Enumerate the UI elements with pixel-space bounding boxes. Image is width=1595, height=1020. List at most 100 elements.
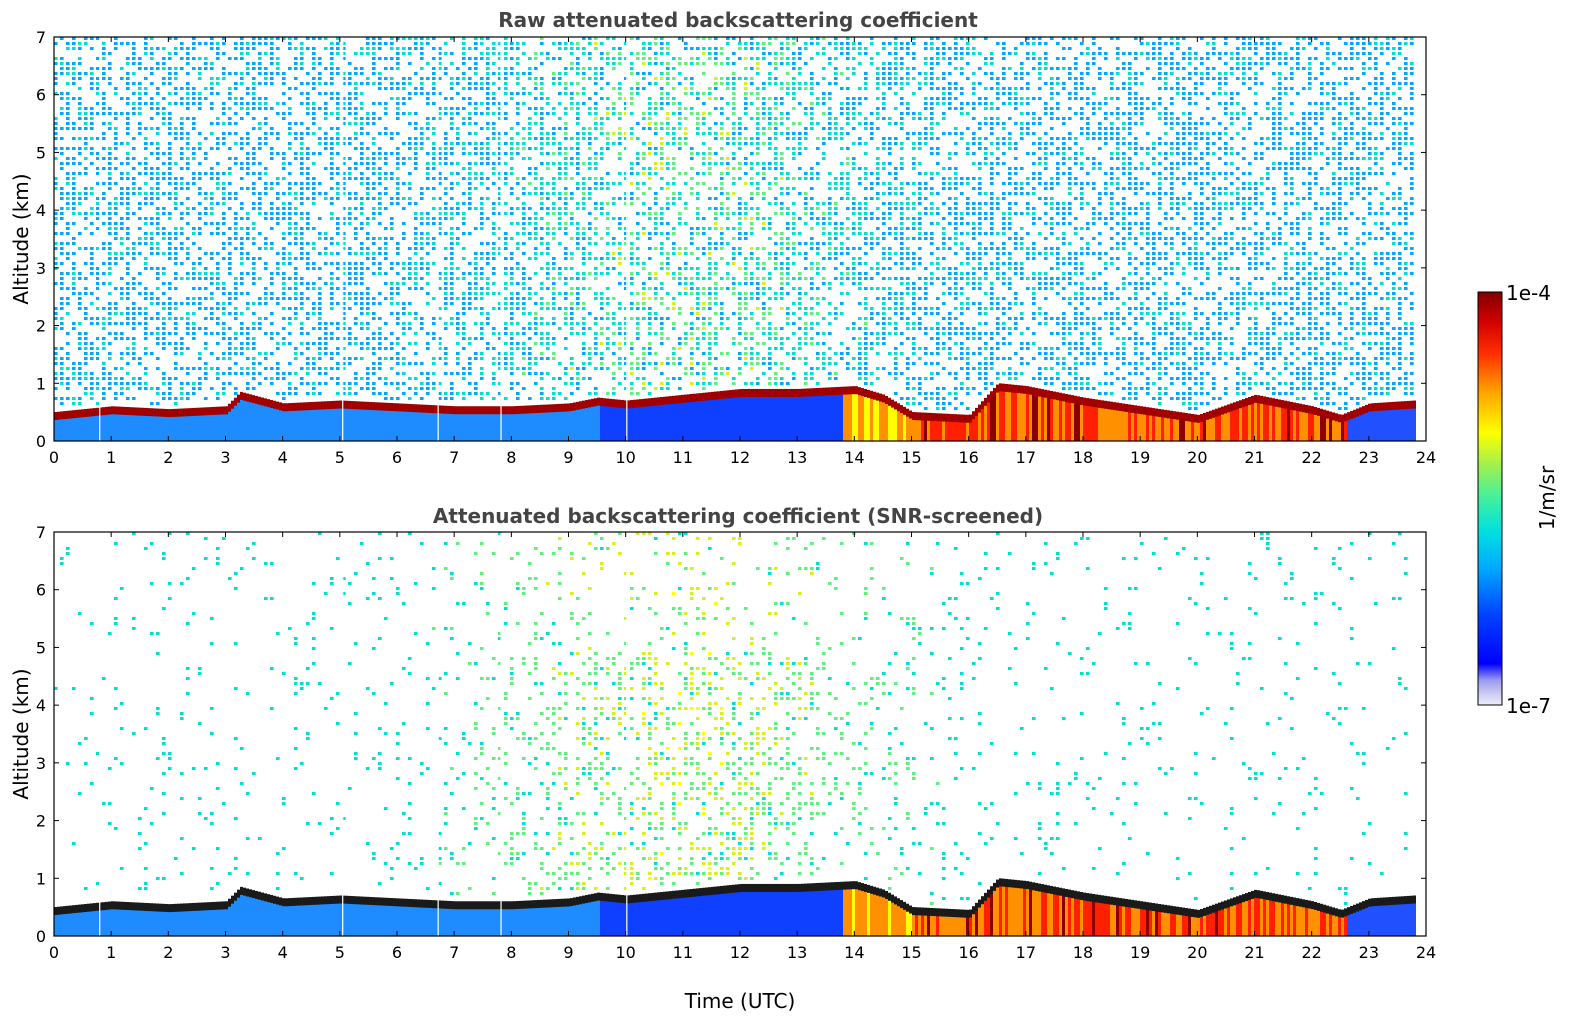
backscatter-speckle	[486, 67, 490, 70]
backscatter-speckle	[180, 342, 184, 345]
backscatter-speckle	[534, 247, 538, 250]
backscatter-speckle	[174, 252, 178, 255]
backscatter-speckle	[66, 42, 70, 45]
backscatter-speckle	[450, 392, 454, 395]
backscatter-speckle	[318, 287, 322, 290]
backscatter-speckle	[582, 307, 586, 310]
backscatter-speckle	[294, 267, 298, 270]
backscatter-speckle	[420, 232, 424, 235]
backscatter-speckle	[192, 157, 196, 160]
backscatter-speckle	[678, 192, 682, 195]
backscatter-speckle	[312, 82, 316, 85]
backscatter-speckle	[78, 147, 82, 150]
backscatter-speckle	[480, 377, 484, 380]
backscatter-speckle	[714, 207, 718, 210]
backscatter-speckle	[672, 347, 676, 350]
backscatter-speckle	[468, 187, 472, 190]
backscatter-speckle	[666, 337, 670, 340]
backscatter-speckle	[396, 382, 400, 385]
backscatter-speckle	[192, 87, 196, 90]
backscatter-speckle	[582, 342, 586, 345]
backscatter-speckle	[564, 202, 568, 205]
backscatter-speckle	[630, 347, 634, 350]
backscatter-speckle	[468, 372, 472, 375]
backscatter-speckle	[318, 107, 322, 110]
backscatter-speckle	[534, 382, 538, 385]
backscatter-speckle	[774, 252, 778, 255]
backscatter-speckle	[210, 272, 214, 275]
backscatter-speckle	[348, 297, 352, 300]
backscatter-speckle	[762, 102, 766, 105]
backscatter-speckle	[588, 212, 592, 215]
backscatter-speckle	[636, 187, 640, 190]
backscatter-speckle	[120, 292, 124, 295]
backscatter-speckle	[90, 72, 94, 75]
backscatter-speckle	[108, 182, 112, 185]
backscatter-speckle	[96, 322, 100, 325]
backscatter-speckle	[408, 312, 412, 315]
backscatter-speckle	[576, 82, 580, 85]
backscatter-speckle	[234, 97, 238, 100]
backscatter-speckle	[738, 367, 742, 370]
backscatter-speckle	[744, 282, 748, 285]
backscatter-speckle	[756, 257, 760, 260]
backscatter-speckle	[96, 347, 100, 350]
backscatter-speckle	[714, 272, 718, 275]
backscatter-speckle	[186, 382, 190, 385]
backscatter-speckle	[360, 267, 364, 270]
backscatter-speckle	[342, 72, 346, 75]
backscatter-speckle	[582, 132, 586, 135]
backscatter-speckle	[258, 97, 262, 100]
backscatter-speckle	[246, 167, 250, 170]
backscatter-speckle	[396, 67, 400, 70]
backscatter-speckle	[210, 197, 214, 200]
backscatter-speckle	[768, 257, 772, 260]
backscatter-speckle	[498, 237, 502, 240]
backscatter-speckle	[84, 192, 88, 195]
backscatter-speckle	[534, 332, 538, 335]
backscatter-speckle	[66, 342, 70, 345]
backscatter-speckle	[636, 327, 640, 330]
backscatter-speckle	[198, 77, 202, 80]
backscatter-speckle	[402, 282, 406, 285]
backscatter-speckle	[300, 67, 304, 70]
backscatter-speckle	[696, 227, 700, 230]
backscatter-speckle	[444, 347, 448, 350]
backscatter-speckle	[408, 362, 412, 365]
backscatter-speckle	[132, 302, 136, 305]
backscatter-speckle	[522, 297, 526, 300]
backscatter-speckle	[378, 357, 382, 360]
backscatter-speckle	[582, 317, 586, 320]
backscatter-speckle	[744, 277, 748, 280]
backscatter-speckle	[450, 267, 454, 270]
backscatter-speckle	[396, 302, 400, 305]
backscatter-speckle	[66, 242, 70, 245]
backscatter-speckle	[138, 217, 142, 220]
backscatter-speckle	[546, 267, 550, 270]
backscatter-speckle	[780, 82, 784, 85]
backscatter-speckle	[546, 162, 550, 165]
backscatter-speckle	[546, 302, 550, 305]
backscatter-speckle	[690, 372, 694, 375]
backscatter-speckle	[486, 242, 490, 245]
backscatter-speckle	[390, 357, 394, 360]
backscatter-speckle	[486, 122, 490, 125]
backscatter-speckle	[168, 257, 172, 260]
backscatter-speckle	[570, 312, 574, 315]
backscatter-speckle	[288, 307, 292, 310]
backscatter-speckle	[222, 287, 226, 290]
backscatter-speckle	[354, 252, 358, 255]
backscatter-speckle	[138, 62, 142, 65]
backscatter-speckle	[732, 127, 736, 130]
backscatter-speckle	[198, 307, 202, 310]
backscatter-speckle	[426, 212, 430, 215]
backscatter-speckle	[570, 82, 574, 85]
backscatter-speckle	[768, 202, 772, 205]
backscatter-speckle	[696, 257, 700, 260]
backscatter-speckle	[336, 242, 340, 245]
backscatter-speckle	[462, 117, 466, 120]
backscatter-speckle	[354, 282, 358, 285]
backscatter-speckle	[390, 237, 394, 240]
backscatter-speckle	[642, 202, 646, 205]
backscatter-speckle	[492, 47, 496, 50]
